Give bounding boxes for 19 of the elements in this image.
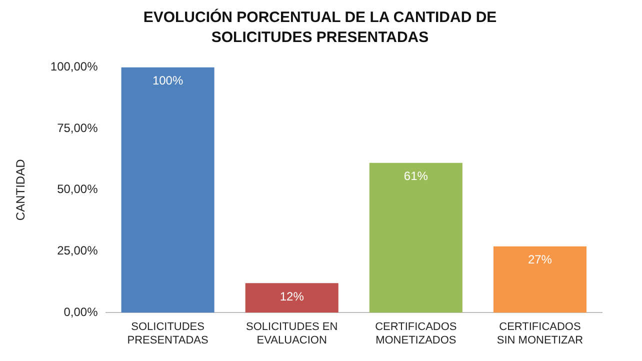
y-tick-label: 50,00% (57, 182, 98, 196)
y-axis-title: CANTIDAD (14, 158, 28, 221)
bar (121, 67, 214, 313)
data-label: 61% (404, 169, 428, 184)
x-tick-label: CERTIFICADOS MONETIZADOS (375, 321, 457, 346)
x-tick-label: SOLICITUDES EN EVALUACION (246, 321, 338, 346)
chart-title: EVOLUCIÓN PORCENTUAL DE LA CANTIDAD DE SOLICITUDES PRESENTADAS (142, 8, 498, 48)
data-label: 100% (152, 74, 184, 88)
y-tick-label: 0,00% (64, 304, 98, 319)
x-tick-label: SOLICITUDES PRESENTADAS (127, 321, 208, 346)
data-label: 12% (280, 289, 304, 304)
y-tick-label: 75,00% (57, 120, 98, 135)
data-label: 27% (528, 252, 552, 267)
y-tick-label: 25,00% (57, 244, 98, 258)
bar (245, 283, 338, 313)
bar (493, 246, 586, 313)
x-tick-label: CERTIFICADOS SIN MONETIZAR (496, 321, 584, 346)
bar (369, 162, 462, 313)
y-tick-label: 100,00% (50, 60, 98, 74)
